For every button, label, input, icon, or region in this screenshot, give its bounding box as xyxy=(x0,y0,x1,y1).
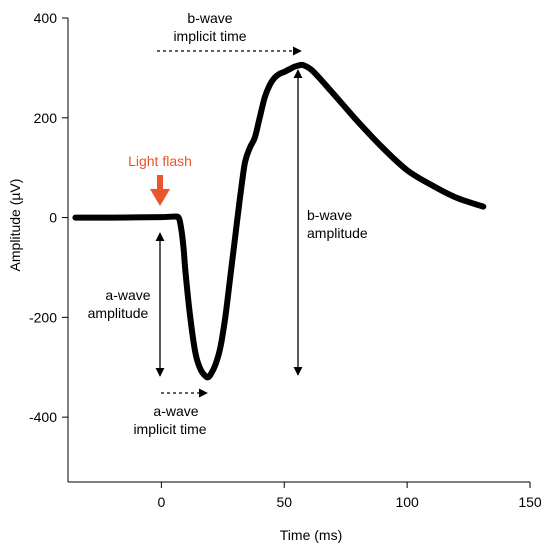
y-tick-label: 200 xyxy=(34,110,58,126)
y-tick-label: -400 xyxy=(29,409,57,425)
y-ticks: -400 -200 0 200 400 xyxy=(29,10,68,425)
a-wave-implicit-label-line1: a-wave xyxy=(153,403,198,419)
a-wave-implicit-label-line2: implicit time xyxy=(133,421,206,437)
b-wave-amplitude-label-line1: b-wave xyxy=(307,207,352,223)
a-wave-amplitude-label-line2: amplitude xyxy=(88,305,149,321)
x-tick-label: 50 xyxy=(276,494,292,510)
erg-waveform-line xyxy=(72,61,487,381)
light-flash-label: Light flash xyxy=(128,153,192,169)
y-tick-label: 0 xyxy=(49,210,57,226)
b-wave-implicit-label-line1: b-wave xyxy=(187,10,232,26)
y-tick-label: -200 xyxy=(29,309,57,325)
x-ticks: 0 50 100 150 xyxy=(157,482,542,510)
light-flash-arrow-icon xyxy=(150,175,170,206)
y-tick-label: 400 xyxy=(34,10,58,26)
b-wave-implicit-label-line2: implicit time xyxy=(173,28,246,44)
x-tick-label: 0 xyxy=(157,494,165,510)
x-tick-label: 100 xyxy=(395,494,419,510)
x-axis-title: Time (ms) xyxy=(280,527,342,543)
a-wave-amplitude-label-line1: a-wave xyxy=(105,287,150,303)
b-wave-amplitude-label-line2: amplitude xyxy=(307,225,368,241)
y-axis-title: Amplitude (µV) xyxy=(7,179,23,272)
x-tick-label: 150 xyxy=(518,494,542,510)
